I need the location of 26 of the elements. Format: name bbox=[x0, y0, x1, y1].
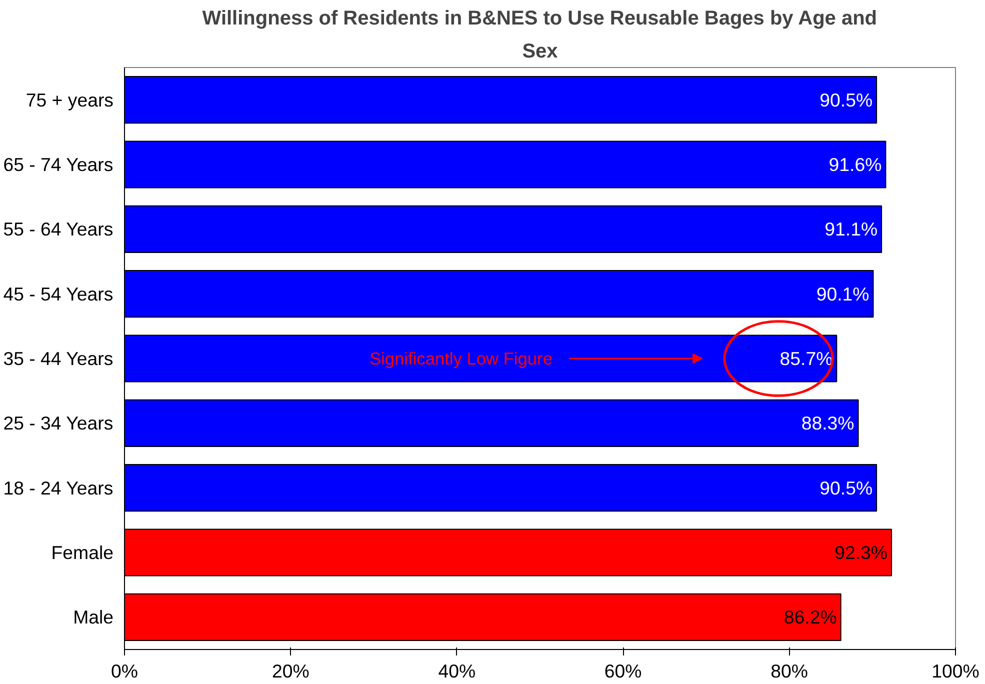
x-tick-label: 20% bbox=[272, 660, 310, 682]
y-tick-label: Male bbox=[73, 606, 114, 628]
data-label: 91.6% bbox=[828, 154, 882, 175]
data-label: 91.1% bbox=[824, 218, 878, 240]
y-tick-label: 25 - 34 Years bbox=[3, 412, 114, 434]
y-tick-label: 65 - 74 Years bbox=[3, 154, 114, 175]
y-tick-label: 55 - 64 Years bbox=[3, 218, 114, 240]
x-tick-label: 60% bbox=[604, 660, 642, 682]
y-tick-label: Female bbox=[51, 542, 114, 563]
data-label: 85.7% bbox=[780, 348, 833, 369]
y-tick-label: 45 - 54 Years bbox=[3, 283, 114, 304]
x-tick-label: 100% bbox=[932, 660, 980, 682]
data-label: 90.5% bbox=[820, 89, 873, 110]
y-tick-label: 35 - 44 Years bbox=[3, 348, 114, 369]
data-label: 92.3% bbox=[834, 542, 888, 563]
annotation: Significantly Low Figure bbox=[369, 348, 552, 368]
chart-title: Willingness of Residents in B&NES to Use Reusable Bages by Age and Sex bbox=[202, 8, 878, 62]
y-tick-label: 18 - 24 Years bbox=[3, 477, 114, 498]
x-tick-label: 0% bbox=[111, 660, 138, 682]
x-tick-label: 80% bbox=[770, 660, 808, 682]
y-tick-label: 75 + years bbox=[26, 89, 114, 110]
data-label: 90.5% bbox=[820, 477, 873, 498]
data-label: 88.3% bbox=[801, 412, 854, 434]
x-tick-label: 40% bbox=[438, 660, 476, 682]
data-label: 86.2% bbox=[784, 606, 837, 628]
data-label: 90.1% bbox=[816, 283, 870, 304]
